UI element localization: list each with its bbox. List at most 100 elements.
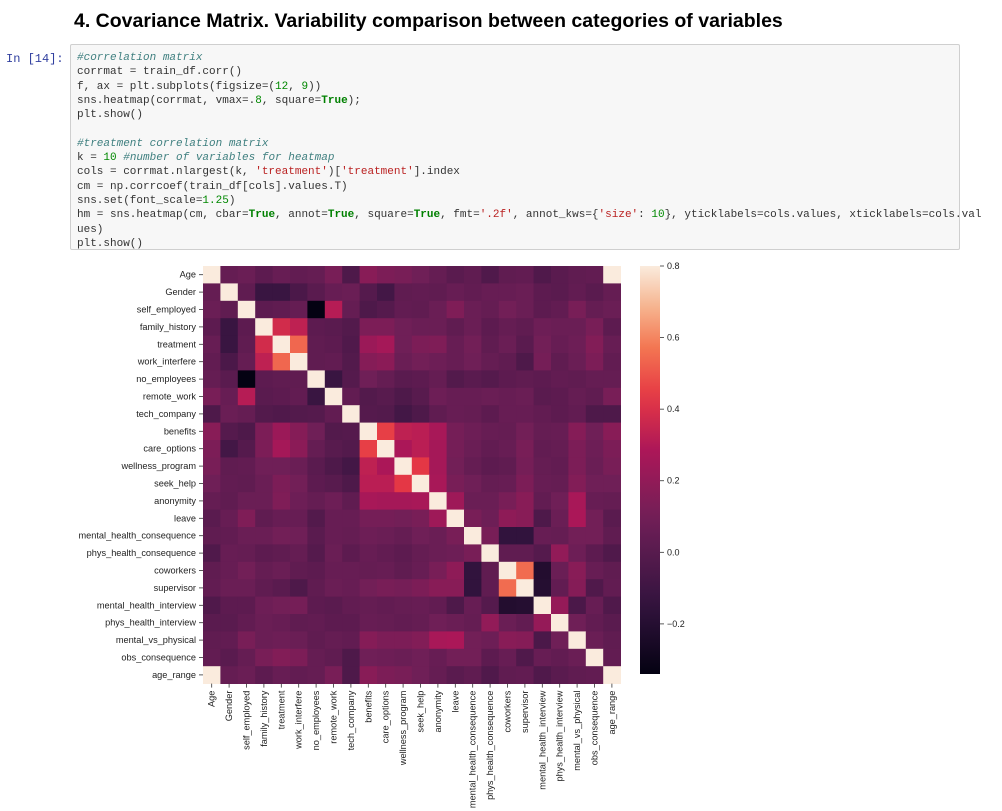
heatmap-cell	[359, 474, 378, 493]
heatmap-cell	[324, 335, 343, 354]
code-token: )	[228, 194, 236, 207]
heatmap-cell	[203, 387, 221, 406]
code-token: 8	[255, 94, 262, 107]
heatmap-cell	[498, 614, 517, 632]
heatmap-cell	[481, 318, 500, 336]
heatmap-cell	[533, 283, 552, 302]
heatmap-cell	[377, 353, 395, 371]
heatmap-cell	[237, 422, 256, 441]
heatmap-cell	[307, 387, 326, 406]
heatmap-cell	[464, 561, 482, 580]
code-token: 10	[651, 209, 665, 222]
code-token: , annot_kws={	[512, 209, 599, 222]
heatmap-cell	[272, 353, 291, 371]
heatmap-cell	[568, 300, 587, 319]
heatmap-cell	[203, 318, 221, 336]
heatmap-cell	[446, 631, 465, 650]
heatmap-cell	[359, 614, 378, 632]
heatmap-cell	[585, 283, 604, 302]
heatmap-cell	[394, 335, 413, 354]
heatmap-cell	[481, 527, 500, 545]
heatmap-cell	[516, 544, 534, 563]
code-token: sns.set(font_scale=	[77, 194, 203, 207]
heatmap-cell	[533, 648, 552, 667]
heatmap-cell	[568, 474, 587, 493]
heatmap-cell	[255, 596, 273, 615]
heatmap-cell	[255, 266, 273, 284]
heatmap-cell	[377, 387, 395, 406]
heatmap-cell	[411, 440, 430, 458]
heatmap-cell	[429, 405, 447, 423]
heatmap-cell	[603, 405, 621, 423]
heatmap-cell	[203, 440, 221, 458]
heatmap-cell	[464, 422, 482, 441]
heatmap-cell	[377, 440, 395, 458]
heatmap-cell	[237, 300, 256, 319]
code-token: ))	[308, 80, 322, 93]
heatmap-cell	[359, 631, 378, 650]
heatmap-cell	[377, 648, 395, 667]
y-tick-label: age_range	[152, 670, 196, 680]
heatmap-cell	[568, 492, 587, 510]
heatmap-cell	[446, 387, 465, 406]
heatmap-cell	[307, 440, 326, 458]
x-tick-label: no_employees	[311, 690, 321, 750]
colorbar	[640, 266, 660, 674]
heatmap-cell	[464, 283, 482, 302]
heatmap-cell	[377, 631, 395, 650]
y-tick-label: Gender	[165, 287, 196, 297]
heatmap-cell	[429, 283, 447, 302]
heatmap-cell	[324, 561, 343, 580]
heatmap-cell	[342, 509, 360, 528]
heatmap-cell	[237, 370, 256, 389]
code-editor[interactable]: #correlation matrix corrmat = train_df.c…	[77, 51, 981, 251]
heatmap-cell	[290, 666, 308, 684]
heatmap-cell	[516, 318, 534, 336]
heatmap-cell	[324, 648, 343, 667]
code-token: )[	[327, 166, 342, 179]
heatmap-cell	[411, 631, 430, 650]
heatmap-cell	[359, 457, 378, 476]
heatmap-cell	[290, 318, 308, 336]
heatmap-cell	[272, 300, 291, 319]
heatmap-cell	[237, 318, 256, 336]
code-token: True	[327, 209, 355, 222]
heatmap-cell	[429, 631, 447, 650]
heatmap-cell	[394, 266, 413, 284]
heatmap-cell	[324, 492, 343, 510]
code-token: #number of variables for heatmap	[123, 152, 335, 165]
heatmap-cell	[220, 335, 239, 354]
heatmap-cell	[446, 283, 465, 302]
x-tick-label: phys_health_consequence	[485, 691, 495, 800]
colorbar-tick-label: 0.4	[667, 404, 680, 414]
heatmap-cell	[446, 266, 465, 284]
heatmap-cell	[255, 631, 273, 650]
heatmap-cell	[324, 405, 343, 423]
y-tick-label: benefits	[164, 426, 197, 436]
heatmap-cell	[359, 544, 378, 563]
code-cell[interactable]: #correlation matrix corrmat = train_df.c…	[70, 44, 981, 250]
heatmap-cell	[324, 422, 343, 441]
heatmap-cell	[481, 370, 500, 389]
heatmap-cell	[342, 457, 360, 476]
code-token: 'treatment'	[341, 166, 414, 179]
heatmap-cell	[568, 387, 587, 406]
heatmap-cell	[342, 544, 360, 563]
heatmap-cell	[342, 422, 360, 441]
code-line: #correlation matrix	[77, 52, 202, 64]
heatmap-cell	[255, 387, 273, 406]
heatmap-cell	[429, 370, 447, 389]
heatmap-cell	[429, 527, 447, 545]
heatmap-cell	[307, 405, 326, 423]
heatmap-cell	[603, 335, 621, 354]
heatmap-cell	[290, 266, 308, 284]
code-line: #treatment correlation matrix	[77, 138, 268, 150]
heatmap-cell	[481, 457, 500, 476]
heatmap-cell	[377, 457, 395, 476]
heatmap-cell	[411, 614, 430, 632]
heatmap-cell	[220, 405, 239, 423]
heatmap-cell	[237, 335, 256, 354]
code-token: cols = corrmat.nlargest(k,	[77, 166, 256, 179]
heatmap-cell	[533, 596, 552, 615]
heatmap-cell	[533, 527, 552, 545]
